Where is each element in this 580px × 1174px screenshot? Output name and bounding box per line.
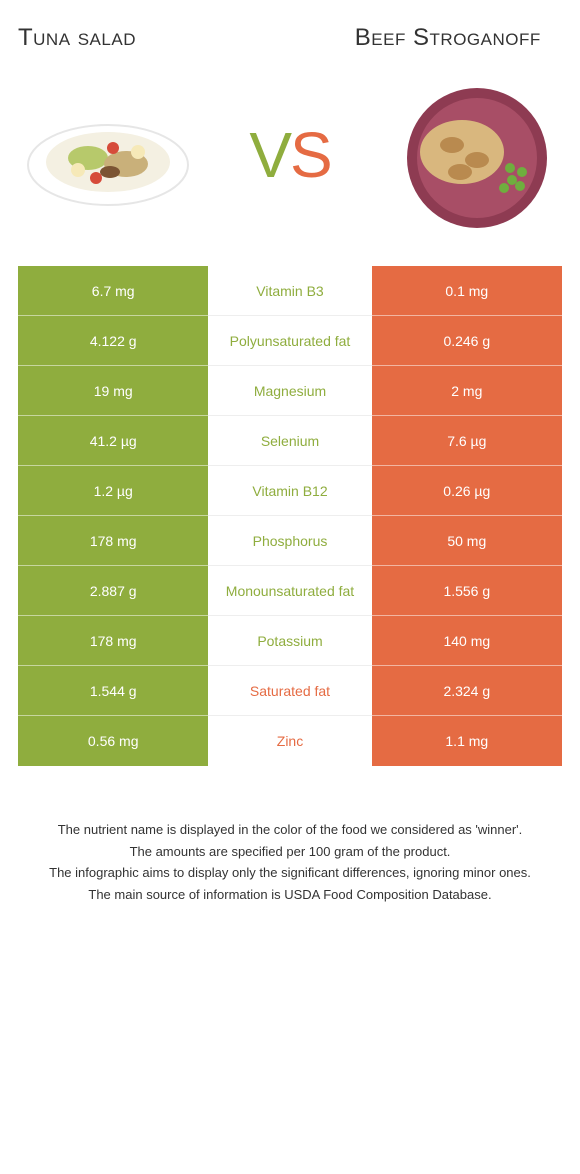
left-value: 178 mg bbox=[18, 616, 208, 666]
nutrient-label: Saturated fat bbox=[208, 666, 371, 716]
nutrient-row: 178 mgPhosphorus50 mg bbox=[18, 516, 562, 566]
nutrient-row: 0.56 mgZinc1.1 mg bbox=[18, 716, 562, 766]
nutrient-row: 178 mgPotassium140 mg bbox=[18, 616, 562, 666]
nutrient-label: Zinc bbox=[208, 716, 371, 766]
right-food-title: Beef Stroganoff bbox=[334, 24, 562, 52]
footnote-line: The nutrient name is displayed in the co… bbox=[38, 820, 542, 840]
left-value: 1.2 µg bbox=[18, 466, 208, 516]
left-value: 19 mg bbox=[18, 366, 208, 416]
nutrient-label: Potassium bbox=[208, 616, 371, 666]
left-value: 6.7 mg bbox=[18, 266, 208, 316]
nutrient-label: Monounsaturated fat bbox=[208, 566, 371, 616]
right-food-image bbox=[382, 80, 562, 230]
right-value: 140 mg bbox=[372, 616, 562, 666]
right-value: 1.556 g bbox=[372, 566, 562, 616]
right-value: 0.26 µg bbox=[372, 466, 562, 516]
vs-s: S bbox=[290, 119, 331, 191]
hero-row: VS bbox=[18, 80, 562, 230]
left-value: 2.887 g bbox=[18, 566, 208, 616]
right-value: 7.6 µg bbox=[372, 416, 562, 466]
left-value: 0.56 mg bbox=[18, 716, 208, 766]
nutrient-label: Vitamin B3 bbox=[208, 266, 371, 316]
right-value: 0.246 g bbox=[372, 316, 562, 366]
vs-label: VS bbox=[249, 118, 330, 192]
nutrient-label: Vitamin B12 bbox=[208, 466, 371, 516]
left-value: 41.2 µg bbox=[18, 416, 208, 466]
nutrient-row: 6.7 mgVitamin B30.1 mg bbox=[18, 266, 562, 316]
right-value: 0.1 mg bbox=[372, 266, 562, 316]
nutrient-row: 19 mgMagnesium2 mg bbox=[18, 366, 562, 416]
left-value: 4.122 g bbox=[18, 316, 208, 366]
nutrient-label: Magnesium bbox=[208, 366, 371, 416]
nutrient-table: 6.7 mgVitamin B30.1 mg4.122 gPolyunsatur… bbox=[18, 266, 562, 766]
right-value: 1.1 mg bbox=[372, 716, 562, 766]
titles-row: Tuna salad Beef Stroganoff bbox=[18, 24, 562, 52]
left-food-image bbox=[18, 80, 198, 230]
infographic: Tuna salad Beef Stroganoff VS bbox=[0, 0, 580, 934]
nutrient-row: 1.2 µgVitamin B120.26 µg bbox=[18, 466, 562, 516]
vs-v: V bbox=[249, 119, 290, 191]
footnote-line: The amounts are specified per 100 gram o… bbox=[38, 842, 542, 862]
right-value: 2.324 g bbox=[372, 666, 562, 716]
nutrient-row: 1.544 gSaturated fat2.324 g bbox=[18, 666, 562, 716]
right-value: 2 mg bbox=[372, 366, 562, 416]
left-food-title: Tuna salad bbox=[18, 24, 246, 52]
nutrient-label: Phosphorus bbox=[208, 516, 371, 566]
nutrient-label: Polyunsaturated fat bbox=[208, 316, 371, 366]
nutrient-row: 4.122 gPolyunsaturated fat0.246 g bbox=[18, 316, 562, 366]
footnotes: The nutrient name is displayed in the co… bbox=[18, 820, 562, 904]
right-value: 50 mg bbox=[372, 516, 562, 566]
nutrient-label: Selenium bbox=[208, 416, 371, 466]
left-value: 178 mg bbox=[18, 516, 208, 566]
footnote-line: The main source of information is USDA F… bbox=[38, 885, 542, 905]
footnote-line: The infographic aims to display only the… bbox=[38, 863, 542, 883]
left-value: 1.544 g bbox=[18, 666, 208, 716]
nutrient-row: 2.887 gMonounsaturated fat1.556 g bbox=[18, 566, 562, 616]
nutrient-row: 41.2 µgSelenium7.6 µg bbox=[18, 416, 562, 466]
